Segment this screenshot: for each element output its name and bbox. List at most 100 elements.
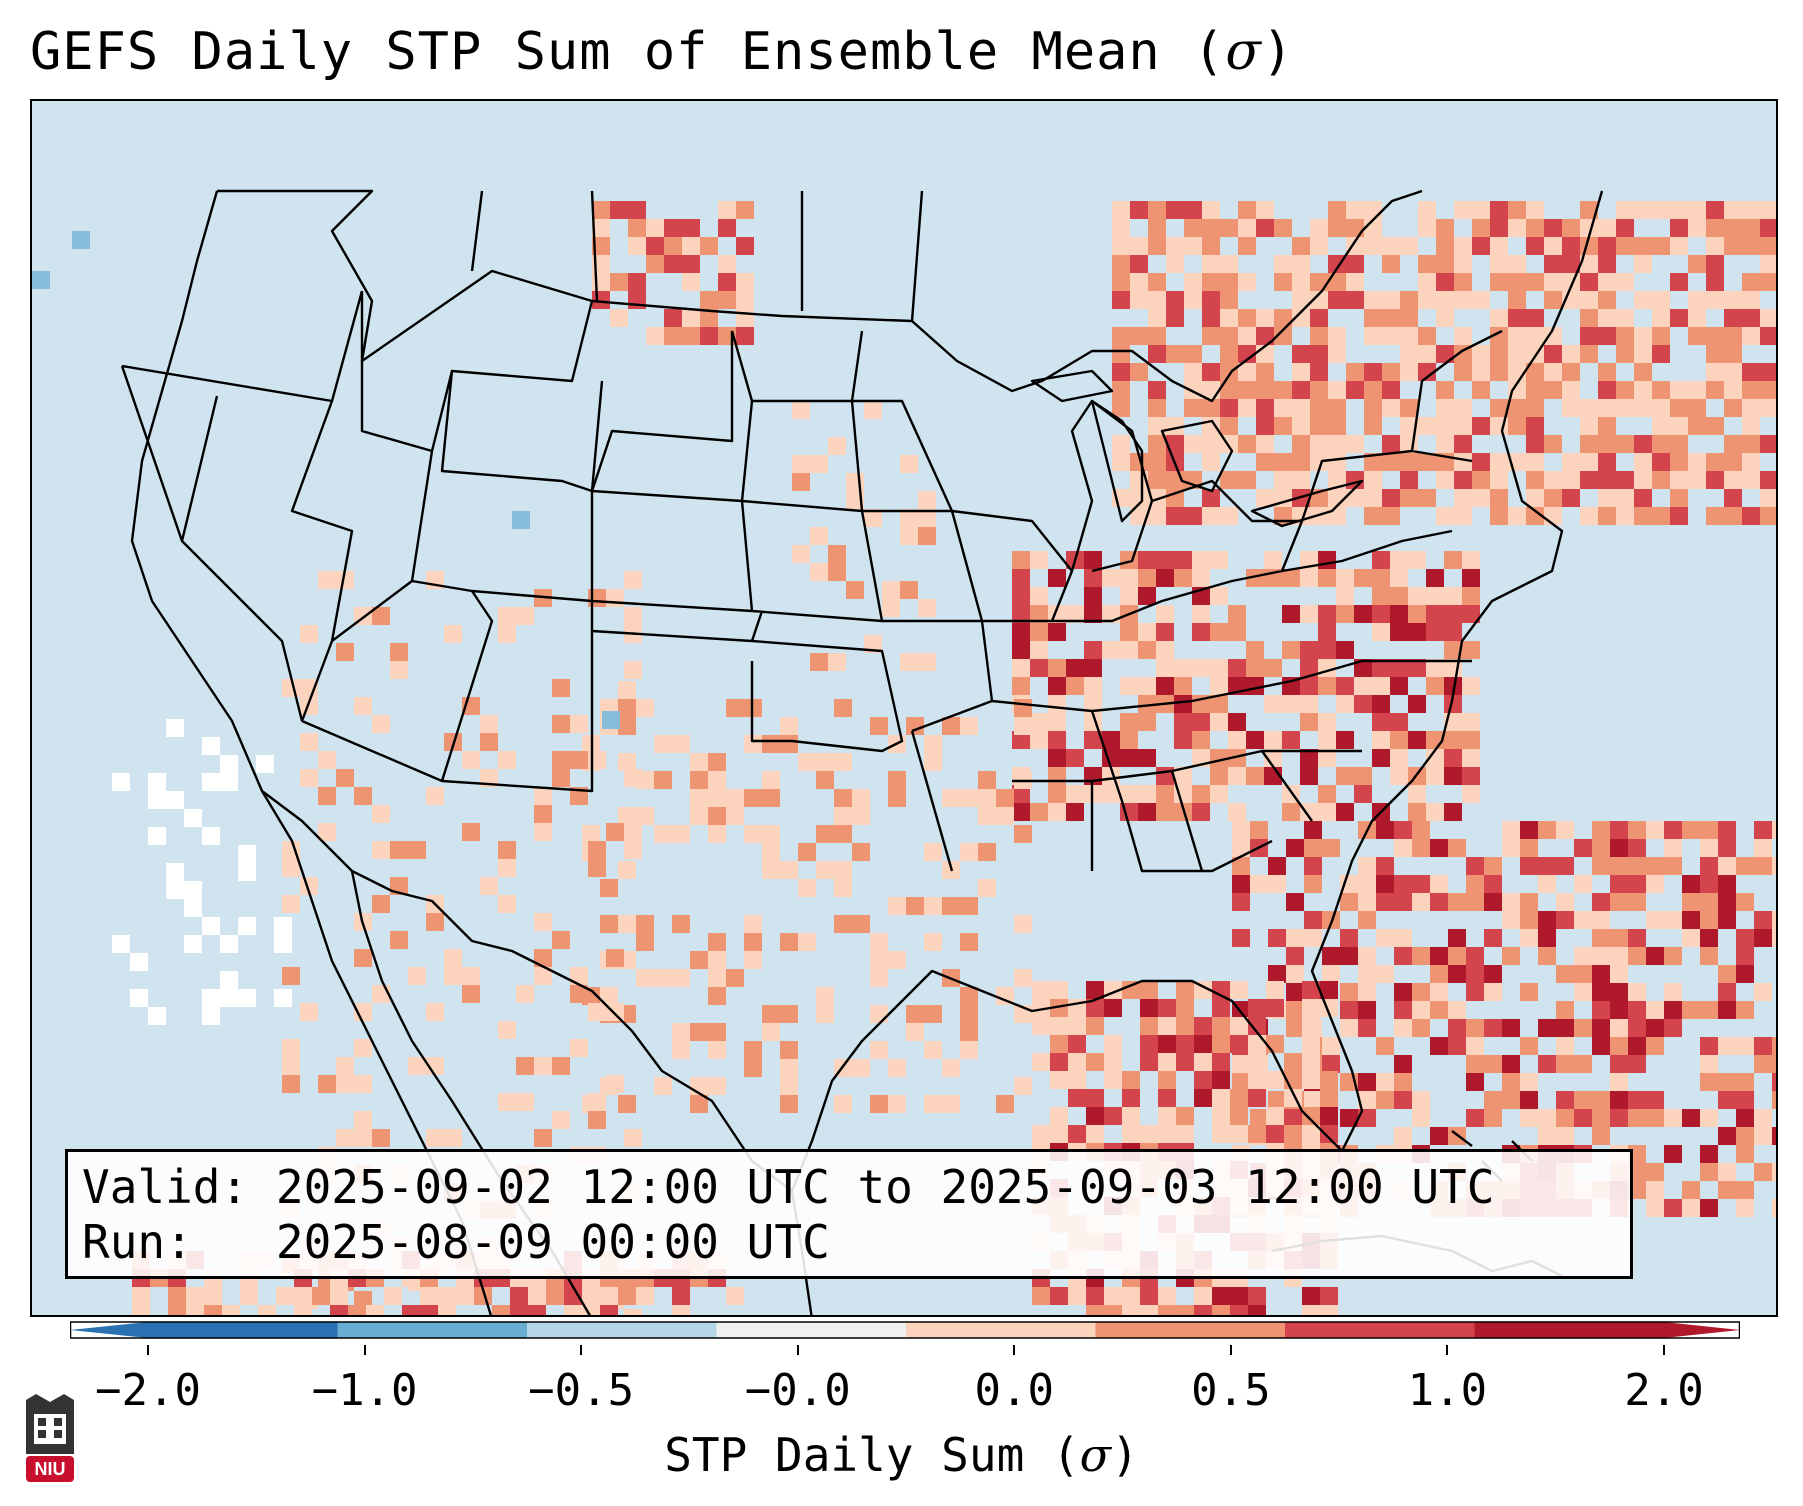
anomaly-cell (1628, 1019, 1646, 1037)
anomaly-cell (1700, 839, 1718, 857)
anomaly-cell (498, 1021, 516, 1039)
anomaly-cell (112, 773, 130, 791)
anomaly-cell (300, 697, 318, 715)
anomaly-cell (444, 967, 462, 985)
anomaly-cell (1436, 345, 1454, 363)
anomaly-cell (220, 971, 238, 989)
anomaly-cell (1544, 435, 1562, 453)
anomaly-cell (1408, 623, 1426, 641)
anomaly-cell (1372, 731, 1390, 749)
anomaly-cell (1318, 713, 1336, 731)
anomaly-cell (1066, 677, 1084, 695)
anomaly-cell (1412, 875, 1430, 893)
anomaly-cell (1736, 1127, 1754, 1145)
anomaly-cell (1742, 237, 1760, 255)
anomaly-cell (1652, 471, 1670, 489)
anomaly-cell (1526, 237, 1544, 255)
anomaly-cell (888, 951, 906, 969)
anomaly-cell (1184, 435, 1202, 453)
anomaly-cell (1300, 569, 1318, 587)
anomaly-cell (672, 1041, 690, 1059)
anomaly-cell (1176, 1305, 1194, 1315)
anomaly-cell (1228, 605, 1246, 623)
anomaly-cell (1230, 1107, 1248, 1125)
anomaly-cell (1520, 1037, 1538, 1055)
anomaly-cell (870, 1005, 888, 1023)
anomaly-cell (1736, 1181, 1754, 1199)
anomaly-cell (1264, 551, 1282, 569)
anomaly-cell (1688, 219, 1706, 237)
anomaly-cell (1232, 821, 1250, 839)
anomaly-cell (1382, 489, 1400, 507)
anomaly-cell (1646, 1091, 1664, 1109)
anomaly-cell (1184, 363, 1202, 381)
anomaly-cell (1202, 453, 1220, 471)
anomaly-cell (1408, 731, 1426, 749)
anomaly-cell (1212, 1287, 1230, 1305)
anomaly-cell (1646, 857, 1664, 875)
anomaly-cell (1390, 659, 1408, 677)
anomaly-cell (1372, 551, 1390, 569)
anomaly-cell (1354, 695, 1372, 713)
anomaly-cell (1592, 839, 1610, 857)
colorbar-segment (716, 1322, 907, 1338)
anomaly-cell (744, 915, 762, 933)
anomaly-cell (1300, 749, 1318, 767)
anomaly-cell (1520, 911, 1538, 929)
anomaly-cell (1156, 785, 1174, 803)
anomaly-cell (1502, 1055, 1520, 1073)
anomaly-cell (1328, 489, 1346, 507)
anomaly-cell (1232, 893, 1250, 911)
anomaly-cell (870, 717, 888, 735)
anomaly-cell (1158, 1035, 1176, 1053)
anomaly-cell (1212, 999, 1230, 1017)
anomaly-cell (1718, 983, 1736, 1001)
anomaly-cell (1184, 399, 1202, 417)
anomaly-cell (1130, 201, 1148, 219)
anomaly-cell (1286, 839, 1304, 857)
anomaly-cell (960, 717, 978, 735)
anomaly-cell (1454, 417, 1472, 435)
anomaly-cell (1048, 659, 1066, 677)
anomaly-cell (1538, 857, 1556, 875)
anomaly-cell (1230, 981, 1248, 999)
anomaly-cell (1156, 551, 1174, 569)
anomaly-cell (1274, 471, 1292, 489)
anomaly-cell (402, 1305, 420, 1315)
anomaly-cell (664, 327, 682, 345)
anomaly-cell (624, 661, 642, 679)
anomaly-cell (1688, 399, 1706, 417)
anomaly-cell (1358, 875, 1376, 893)
anomaly-cell (1328, 417, 1346, 435)
anomaly-cell (1526, 201, 1544, 219)
anomaly-cell (1682, 821, 1700, 839)
anomaly-cell (372, 715, 390, 733)
anomaly-cell (202, 827, 220, 845)
anomaly-cell (1574, 911, 1592, 929)
anomaly-cell (1634, 291, 1652, 309)
anomaly-cell (1616, 507, 1634, 525)
anomaly-cell (1012, 731, 1030, 749)
anomaly-cell (1050, 1035, 1068, 1053)
anomaly-cell (1436, 435, 1454, 453)
anomaly-cell (498, 625, 516, 643)
anomaly-cell (1700, 1001, 1718, 1019)
anomaly-cell (1466, 947, 1484, 965)
valid-value: 2025-09-02 12:00 UTC to 2025-09-03 12:00… (275, 1160, 1495, 1214)
anomaly-cell (1408, 695, 1426, 713)
anomaly-cell (1192, 605, 1210, 623)
anomaly-cell (1448, 929, 1466, 947)
anomaly-cell (1688, 201, 1706, 219)
anomaly-cell (960, 843, 978, 861)
anomaly-cell (1084, 731, 1102, 749)
anomaly-cell (1490, 507, 1508, 525)
anomaly-cell (624, 1309, 642, 1315)
anomaly-cell (480, 715, 498, 733)
anomaly-cell (1304, 839, 1322, 857)
anomaly-cell (888, 1059, 906, 1077)
anomaly-cell (1012, 569, 1030, 587)
anomaly-cell (1634, 363, 1652, 381)
anomaly-cell (1448, 947, 1466, 965)
anomaly-cell (624, 769, 642, 787)
anomaly-cell (1670, 453, 1688, 471)
